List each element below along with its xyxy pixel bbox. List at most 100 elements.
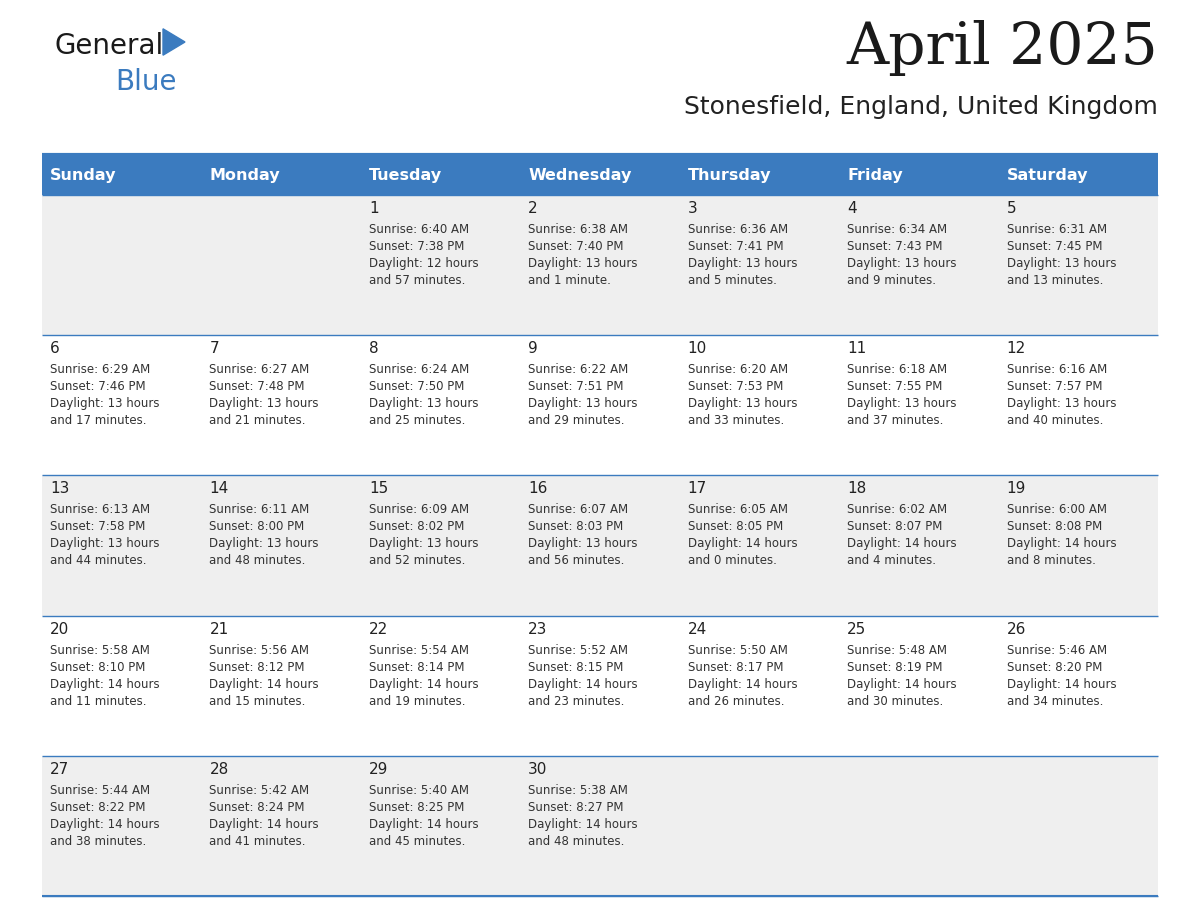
Bar — [42, 155, 202, 195]
Text: and 23 minutes.: and 23 minutes. — [529, 695, 625, 708]
Text: and 40 minutes.: and 40 minutes. — [1006, 414, 1102, 427]
Text: Sunrise: 6:05 AM: Sunrise: 6:05 AM — [688, 503, 788, 517]
Text: 24: 24 — [688, 621, 707, 636]
Text: and 30 minutes.: and 30 minutes. — [847, 695, 943, 708]
Text: Sunrise: 6:27 AM: Sunrise: 6:27 AM — [209, 364, 310, 376]
Text: Wednesday: Wednesday — [529, 167, 632, 183]
Text: Sunset: 7:46 PM: Sunset: 7:46 PM — [50, 380, 146, 393]
Text: Daylight: 13 hours: Daylight: 13 hours — [50, 537, 159, 551]
Text: and 52 minutes.: and 52 minutes. — [368, 554, 466, 567]
Text: Monday: Monday — [209, 167, 280, 183]
Text: 13: 13 — [50, 481, 69, 497]
Text: Thursday: Thursday — [688, 167, 771, 183]
Text: Daylight: 14 hours: Daylight: 14 hours — [1006, 677, 1117, 690]
Text: Daylight: 13 hours: Daylight: 13 hours — [529, 257, 638, 270]
Text: Saturday: Saturday — [1006, 167, 1088, 183]
Text: Sunset: 8:08 PM: Sunset: 8:08 PM — [1006, 521, 1101, 533]
Text: Sunset: 7:38 PM: Sunset: 7:38 PM — [368, 240, 465, 253]
Text: Sunrise: 6:36 AM: Sunrise: 6:36 AM — [688, 223, 788, 236]
Text: 2: 2 — [529, 201, 538, 216]
Text: Sunset: 8:14 PM: Sunset: 8:14 PM — [368, 661, 465, 674]
Text: Sunrise: 6:00 AM: Sunrise: 6:00 AM — [1006, 503, 1106, 517]
Bar — [839, 616, 999, 756]
Text: 11: 11 — [847, 341, 866, 356]
Bar — [520, 195, 680, 335]
Text: 20: 20 — [50, 621, 69, 636]
Text: Daylight: 13 hours: Daylight: 13 hours — [847, 257, 956, 270]
Text: Sunrise: 6:24 AM: Sunrise: 6:24 AM — [368, 364, 469, 376]
Text: General: General — [55, 32, 164, 60]
Bar — [839, 335, 999, 476]
Bar — [361, 476, 520, 616]
Text: Sunset: 8:12 PM: Sunset: 8:12 PM — [209, 661, 305, 674]
Text: Daylight: 14 hours: Daylight: 14 hours — [209, 818, 320, 831]
Text: Daylight: 13 hours: Daylight: 13 hours — [209, 537, 318, 551]
Text: Tuesday: Tuesday — [368, 167, 442, 183]
Text: Sunrise: 6:40 AM: Sunrise: 6:40 AM — [368, 223, 469, 236]
Bar — [361, 756, 520, 896]
Text: and 5 minutes.: and 5 minutes. — [688, 274, 777, 287]
Text: Daylight: 14 hours: Daylight: 14 hours — [529, 818, 638, 831]
Bar — [42, 476, 202, 616]
Text: Daylight: 14 hours: Daylight: 14 hours — [1006, 537, 1117, 551]
Text: and 45 minutes.: and 45 minutes. — [368, 834, 466, 848]
Text: Sunrise: 6:16 AM: Sunrise: 6:16 AM — [1006, 364, 1107, 376]
Bar — [42, 195, 202, 335]
Text: 15: 15 — [368, 481, 388, 497]
Text: Sunrise: 5:42 AM: Sunrise: 5:42 AM — [209, 784, 310, 797]
Text: 26: 26 — [1006, 621, 1026, 636]
Text: Sunrise: 6:29 AM: Sunrise: 6:29 AM — [50, 364, 150, 376]
Text: and 4 minutes.: and 4 minutes. — [847, 554, 936, 567]
Text: Sunrise: 6:09 AM: Sunrise: 6:09 AM — [368, 503, 469, 517]
Text: 28: 28 — [209, 762, 228, 777]
Text: 27: 27 — [50, 762, 69, 777]
Text: Sunrise: 6:11 AM: Sunrise: 6:11 AM — [209, 503, 310, 517]
Text: Daylight: 14 hours: Daylight: 14 hours — [50, 677, 159, 690]
Bar — [202, 335, 361, 476]
Text: Sunset: 8:20 PM: Sunset: 8:20 PM — [1006, 661, 1102, 674]
Text: and 41 minutes.: and 41 minutes. — [209, 834, 307, 848]
Text: 14: 14 — [209, 481, 228, 497]
Text: Daylight: 12 hours: Daylight: 12 hours — [368, 257, 479, 270]
Text: Sunset: 8:03 PM: Sunset: 8:03 PM — [529, 521, 624, 533]
Text: Sunset: 8:02 PM: Sunset: 8:02 PM — [368, 521, 465, 533]
Text: 19: 19 — [1006, 481, 1026, 497]
Bar — [839, 756, 999, 896]
Text: 30: 30 — [529, 762, 548, 777]
Text: 5: 5 — [1006, 201, 1016, 216]
Text: Blue: Blue — [115, 68, 177, 96]
Text: Sunset: 8:07 PM: Sunset: 8:07 PM — [847, 521, 942, 533]
Text: Sunset: 7:51 PM: Sunset: 7:51 PM — [529, 380, 624, 393]
Bar — [202, 476, 361, 616]
Text: Daylight: 13 hours: Daylight: 13 hours — [688, 397, 797, 410]
Text: Sunrise: 5:56 AM: Sunrise: 5:56 AM — [209, 644, 309, 656]
Text: Daylight: 13 hours: Daylight: 13 hours — [688, 257, 797, 270]
Text: and 26 minutes.: and 26 minutes. — [688, 695, 784, 708]
Text: and 8 minutes.: and 8 minutes. — [1006, 554, 1095, 567]
Text: Sunset: 7:50 PM: Sunset: 7:50 PM — [368, 380, 465, 393]
Bar — [680, 195, 839, 335]
Bar — [999, 756, 1158, 896]
Text: 10: 10 — [688, 341, 707, 356]
Text: and 57 minutes.: and 57 minutes. — [368, 274, 466, 287]
Bar — [999, 476, 1158, 616]
Text: Sunset: 7:58 PM: Sunset: 7:58 PM — [50, 521, 145, 533]
Bar — [361, 616, 520, 756]
Text: and 25 minutes.: and 25 minutes. — [368, 414, 466, 427]
Text: Sunrise: 5:48 AM: Sunrise: 5:48 AM — [847, 644, 947, 656]
Bar — [42, 756, 202, 896]
Text: and 33 minutes.: and 33 minutes. — [688, 414, 784, 427]
Text: Sunrise: 6:22 AM: Sunrise: 6:22 AM — [529, 364, 628, 376]
Text: and 44 minutes.: and 44 minutes. — [50, 554, 146, 567]
Bar — [680, 335, 839, 476]
Text: Daylight: 13 hours: Daylight: 13 hours — [529, 397, 638, 410]
Text: Daylight: 14 hours: Daylight: 14 hours — [368, 818, 479, 831]
Text: and 0 minutes.: and 0 minutes. — [688, 554, 777, 567]
Text: Sunset: 8:17 PM: Sunset: 8:17 PM — [688, 661, 783, 674]
Text: Sunrise: 5:58 AM: Sunrise: 5:58 AM — [50, 644, 150, 656]
Text: Sunset: 8:00 PM: Sunset: 8:00 PM — [209, 521, 304, 533]
Text: 29: 29 — [368, 762, 388, 777]
Text: 16: 16 — [529, 481, 548, 497]
Text: Daylight: 14 hours: Daylight: 14 hours — [529, 677, 638, 690]
Bar — [202, 195, 361, 335]
